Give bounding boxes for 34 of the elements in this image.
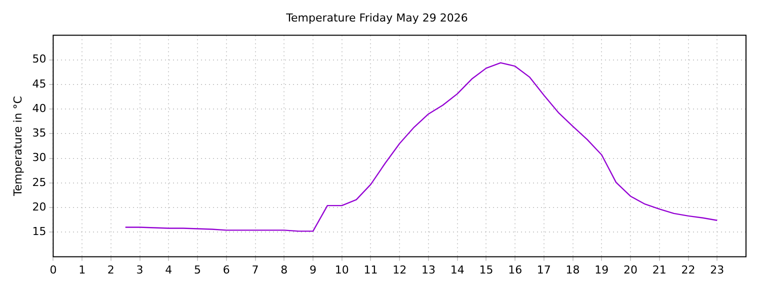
- x-tick-label: 11: [364, 263, 378, 276]
- x-tick-label: 21: [652, 263, 666, 276]
- y-tick-label: 15: [32, 225, 46, 238]
- x-tick-label: 1: [78, 263, 86, 276]
- y-tick-label: 50: [32, 52, 46, 66]
- x-tick-label: 15: [479, 263, 494, 276]
- x-tick-label: 0: [50, 263, 57, 276]
- x-tick-label: 22: [681, 263, 696, 276]
- x-tick-label: 14: [450, 263, 464, 276]
- x-tick-label: 5: [194, 263, 202, 276]
- y-axis-title: Temperature in °C: [11, 96, 24, 197]
- x-tick-label: 12: [392, 263, 407, 276]
- x-tick-label: 23: [710, 263, 724, 276]
- chart-title: Temperature Friday May 29 2026: [285, 11, 468, 24]
- x-tick-label: 8: [280, 263, 288, 276]
- y-tick-label: 20: [32, 200, 46, 214]
- y-tick-label: 40: [32, 102, 46, 115]
- x-tick-label: 16: [508, 263, 522, 276]
- x-tick-label: 13: [421, 263, 436, 276]
- x-tick-label: 7: [252, 263, 259, 276]
- x-tick-label: 17: [536, 263, 551, 276]
- x-tick-label: 3: [136, 263, 144, 276]
- x-tick-label: 18: [566, 263, 580, 276]
- x-tick-label: 20: [624, 263, 638, 276]
- y-tick-label: 35: [32, 126, 46, 140]
- x-tick-label: 4: [165, 263, 172, 276]
- y-tick-label: 30: [32, 151, 46, 164]
- y-tick-label: 45: [32, 77, 46, 90]
- x-tick-label: 10: [334, 263, 349, 276]
- x-tick-label: 19: [594, 263, 609, 276]
- y-tick-label: 25: [32, 176, 46, 189]
- x-tick-label: 6: [222, 263, 230, 276]
- x-tick-label: 9: [310, 263, 316, 276]
- x-tick-label: 2: [107, 263, 114, 276]
